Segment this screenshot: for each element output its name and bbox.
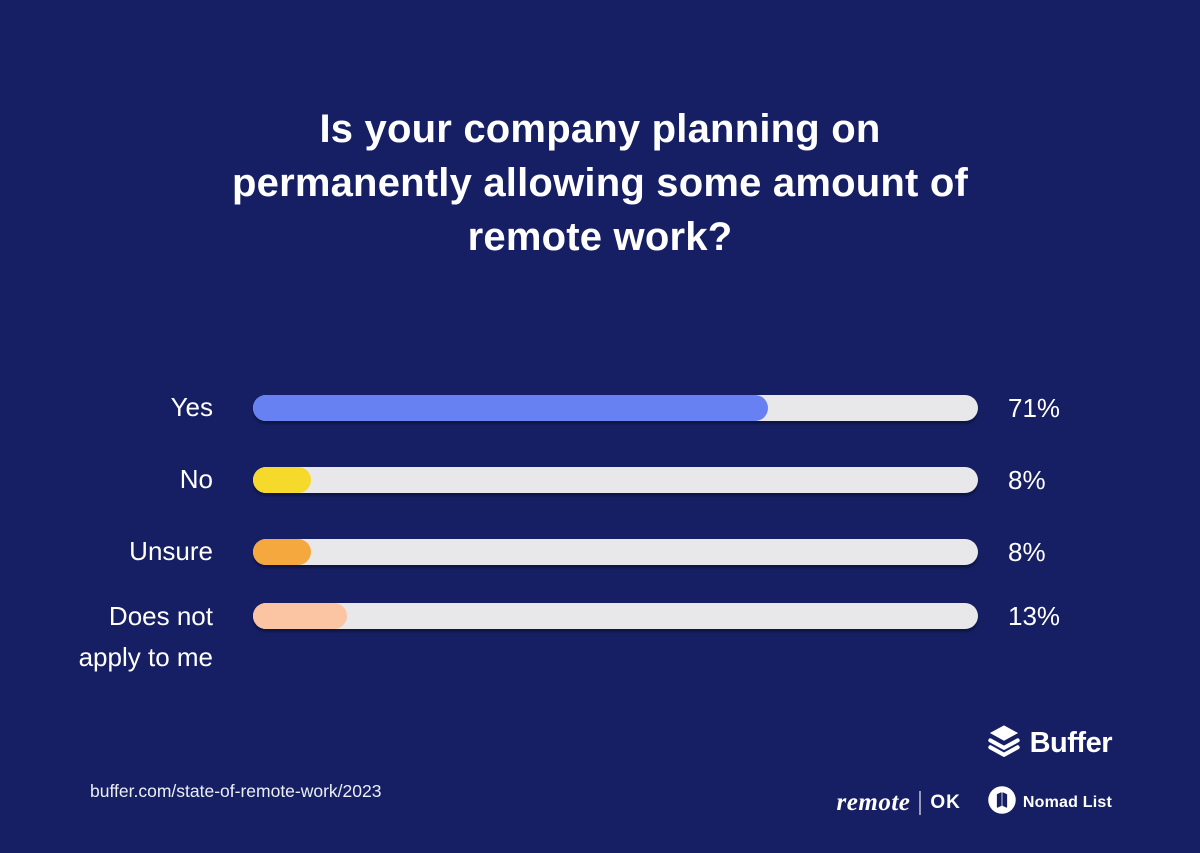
buffer-wordmark: Buffer <box>1029 727 1113 759</box>
buffer-layers-icon <box>986 723 1022 764</box>
remoteok-script-wordmark: remote <box>836 788 911 816</box>
bar-track-no <box>253 466 978 493</box>
partner-logos: remote OK Nomad List <box>837 785 1112 820</box>
footer-brands: Buffer remote OK Nomad List <box>837 723 1113 820</box>
bar-fill <box>253 603 348 629</box>
remoteok-suffix: OK <box>930 791 961 813</box>
nomadlist-map-icon <box>987 785 1017 820</box>
bar-fill <box>253 394 768 421</box>
value-label-yes: 71% <box>1008 392 1061 423</box>
buffer-logo: Buffer <box>986 723 1113 764</box>
value-label-unsure: 8% <box>1008 536 1046 567</box>
remoteok-divider <box>919 790 922 815</box>
source-url: buffer.com/state-of-remote-work/2023 <box>90 781 382 801</box>
bar-chart: Yes 71% No 8% Unsure 8% Does not apply t… <box>68 387 1060 709</box>
value-label-no: 8% <box>1008 464 1046 495</box>
bar-row-unsure: Unsure 8% <box>68 531 1060 572</box>
chart-title: Is your company planning on permanently … <box>0 102 1200 264</box>
category-label-yes: Yes <box>170 392 213 422</box>
bar-track-yes <box>253 394 978 421</box>
bar-track-does-not-apply <box>253 603 978 629</box>
bar-fill <box>253 466 311 493</box>
chart-title-line-3: remote work? <box>467 215 733 259</box>
category-label-no: No <box>179 464 213 494</box>
category-label-unsure: Unsure <box>129 536 213 566</box>
nomadlist-wordmark: Nomad List <box>1022 793 1112 811</box>
value-label-does-not-apply: 13% <box>1008 601 1061 631</box>
bar-fill <box>253 538 311 565</box>
chart-title-line-1: Is your company planning on <box>319 107 881 151</box>
remoteok-logo: remote OK <box>837 789 961 817</box>
nomadlist-logo: Nomad List <box>987 785 1112 820</box>
bar-row-no: No 8% <box>68 459 1060 500</box>
category-label-does-not-apply: Does not apply to me <box>78 601 213 672</box>
bar-track-unsure <box>253 538 978 565</box>
bar-row-does-not-apply: Does not apply to me 13% <box>68 601 1061 678</box>
bar-row-yes: Yes 71% <box>68 387 1060 428</box>
chart-title-line-2: permanently allowing some amount of <box>232 161 968 205</box>
